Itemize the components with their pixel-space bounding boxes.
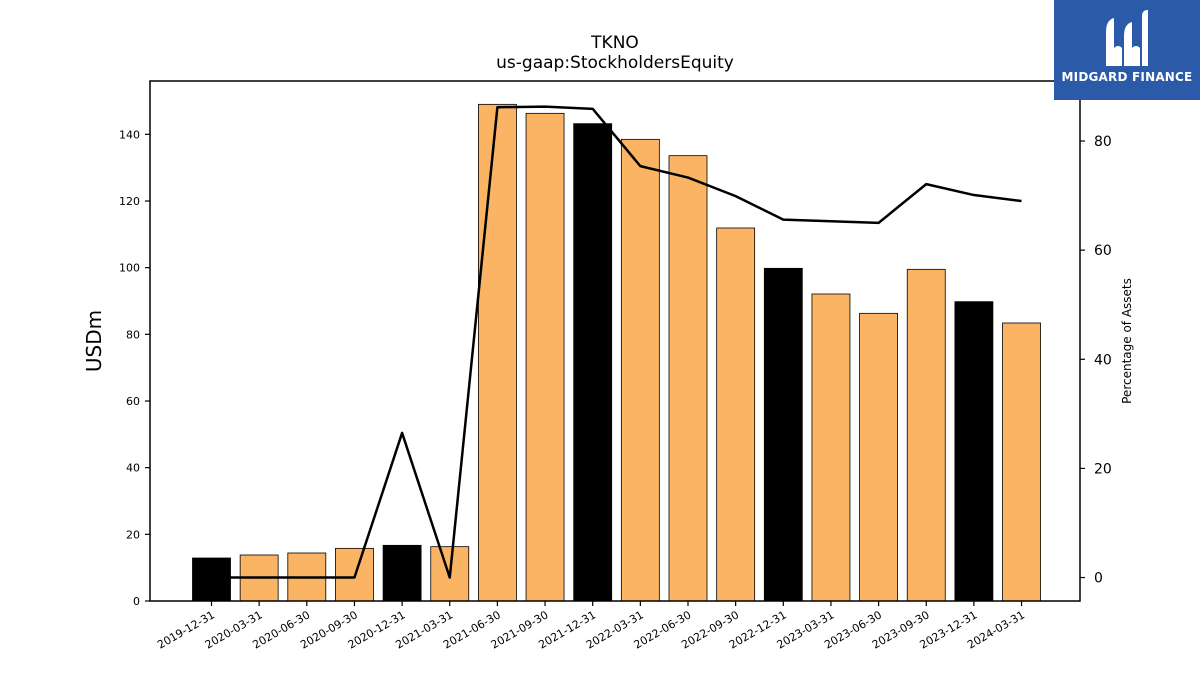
bar-2019-12-31 xyxy=(192,557,231,602)
right-tick-label: 40 xyxy=(1094,352,1112,368)
bar-2021-06-30 xyxy=(477,103,517,602)
logo-text: MIDGARD FINANCE xyxy=(1061,70,1193,84)
left-tick-label: 120 xyxy=(119,195,140,208)
percentage-line xyxy=(211,105,1022,579)
left-tick-label: 60 xyxy=(126,395,140,408)
bar-2022-09-30 xyxy=(716,227,756,602)
bar-2021-09-30 xyxy=(525,112,565,602)
y-axis-label: USDm xyxy=(82,310,106,372)
right-tick-label: 20 xyxy=(1094,461,1112,477)
left-tick-label: 80 xyxy=(126,328,140,341)
bar-2020-12-31 xyxy=(382,544,422,602)
y2-axis-label: Percentage of Assets xyxy=(1120,278,1134,404)
chart-title: TKNO xyxy=(590,33,639,53)
right-axis-ticks: 0 20 40 60 80 xyxy=(1080,134,1112,587)
line-layer xyxy=(211,105,1022,579)
plot-frame xyxy=(149,80,1081,602)
bar-2021-12-31 xyxy=(573,123,613,602)
left-axis-ticks: 0 20 40 60 80 100 120 140 xyxy=(119,128,150,608)
bar-2023-12-31 xyxy=(954,301,994,602)
bar-2023-06-30 xyxy=(859,312,898,602)
bar-2023-09-30 xyxy=(906,268,946,602)
brand-logo: MIDGARD FINANCE xyxy=(1054,0,1200,100)
bar-2022-06-30 xyxy=(668,155,708,602)
bar-2024-03-31 xyxy=(1002,322,1041,602)
left-tick-label: 0 xyxy=(133,595,140,608)
bar-2022-03-31 xyxy=(620,138,660,602)
chart-subtitle: us-gaap:StockholdersEquity xyxy=(496,53,734,73)
right-tick-label: 0 xyxy=(1094,571,1103,587)
left-tick-label: 20 xyxy=(126,528,140,541)
bar-2023-03-31 xyxy=(811,293,851,602)
left-tick-label: 140 xyxy=(119,128,140,141)
left-tick-label: 40 xyxy=(126,462,140,475)
right-tick-label: 80 xyxy=(1094,134,1112,150)
left-tick-label: 100 xyxy=(119,262,140,275)
bars-layer xyxy=(192,103,1041,602)
logo-mark-icon xyxy=(1106,10,1148,66)
bar-2022-12-31 xyxy=(763,267,803,602)
x-axis-ticks: 2019-12-312020-03-312020-06-302020-09-30… xyxy=(155,601,1027,652)
right-tick-label: 60 xyxy=(1094,243,1112,259)
